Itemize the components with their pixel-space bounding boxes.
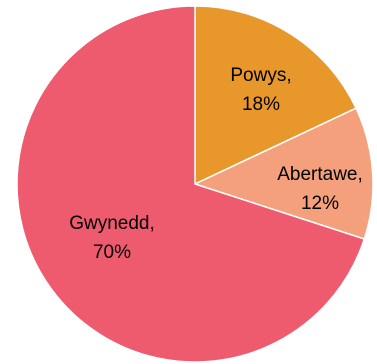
slice-label-name: Abertawe, [277, 164, 363, 185]
slice-label-name: Powys, [230, 65, 291, 86]
slice-label-name: Gwynedd, [69, 213, 155, 234]
pie-slice-gwynedd [16, 5, 366, 363]
slice-label-percent: 12% [301, 193, 339, 214]
pie-slice-abertawe [194, 107, 374, 240]
slice-label-percent: 70% [93, 242, 131, 263]
pie-slice-powys [194, 5, 357, 185]
slice-label-gwynedd: Gwynedd, 70% [69, 213, 155, 263]
slice-label-abertawe: Abertawe, 12% [277, 164, 363, 214]
slice-label-percent: 18% [242, 94, 280, 115]
slice-label-powys: Powys, 18% [230, 65, 291, 115]
